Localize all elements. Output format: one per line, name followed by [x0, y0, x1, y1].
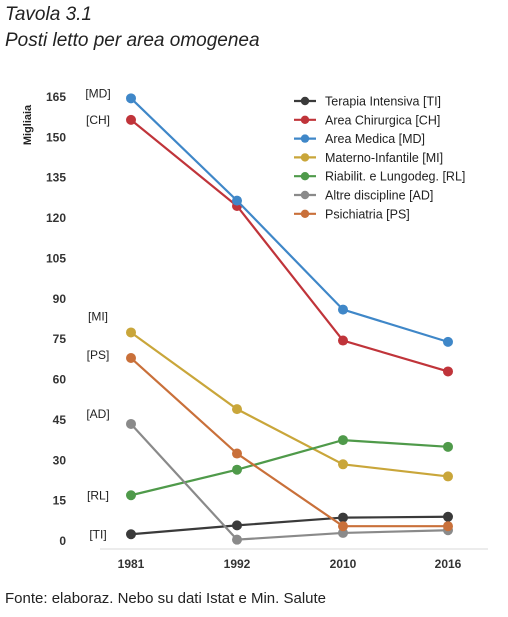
- data-point: [232, 195, 242, 206]
- legend-swatch-marker: [300, 153, 310, 162]
- data-point: [443, 336, 453, 347]
- legend-entry-label: Terapia Intensiva [TI]: [325, 95, 441, 109]
- series-tag-label: [MD]: [85, 86, 110, 100]
- data-point: [126, 114, 136, 125]
- legend-swatch-marker: [300, 115, 310, 125]
- source-note: Fonte: elaboraz. Nebo su dati Istat e Mi…: [5, 590, 327, 607]
- x-tick-label: 2010: [330, 557, 357, 571]
- legend-entry-label: Riabilit. e Lungodeg. [RL]: [325, 170, 465, 184]
- data-point: [443, 471, 453, 482]
- y-axis-label: Migliaia: [22, 104, 34, 145]
- data-point: [338, 335, 348, 346]
- y-tick-label: 165: [46, 90, 66, 104]
- legend-entry-label: Psichiatria [PS]: [325, 207, 410, 221]
- legend-swatch-marker: [300, 134, 310, 143]
- data-point: [232, 448, 242, 459]
- y-tick-label: 0: [59, 534, 66, 548]
- x-tick-label: 2016: [435, 557, 462, 571]
- series-tag-label: [RL]: [87, 488, 109, 502]
- y-tick-label: 15: [53, 494, 67, 508]
- legend-entry-label: Altre discipline [AD]: [325, 189, 433, 203]
- y-tick-label: 30: [53, 453, 67, 467]
- series-line: [130, 357, 448, 528]
- data-point: [338, 512, 348, 523]
- series-line: [130, 515, 449, 536]
- data-point: [232, 404, 242, 415]
- x-tick-label: 1981: [118, 557, 145, 571]
- y-tick-label: 45: [53, 413, 67, 427]
- data-point: [126, 353, 136, 364]
- data-point: [338, 459, 348, 470]
- data-point: [443, 511, 453, 522]
- series-tag-label: [TI]: [89, 527, 106, 541]
- chart-title-number: Tavola 3.1: [5, 4, 92, 25]
- legend-swatch-marker: [300, 190, 310, 200]
- series-tag-label: [CH]: [86, 113, 110, 127]
- data-point: [338, 435, 348, 446]
- series-tag-label: [AD]: [86, 407, 109, 421]
- line-chart: 0 15 30 45 60 75 90 105 120 135 150 165 1981 1992 2010…: [22, 86, 488, 571]
- data-point: [126, 93, 136, 104]
- legend-entry-label: Materno-Infantile [MI]: [325, 151, 443, 165]
- data-point: [126, 418, 136, 429]
- y-tick-label: 150: [46, 130, 66, 144]
- data-point: [126, 529, 136, 540]
- data-point: [443, 366, 453, 377]
- legend-entry-label: Area Medica [MD]: [325, 132, 425, 146]
- series-line: [130, 423, 449, 541]
- series-tag-label: [MI]: [88, 309, 108, 323]
- y-tick-label: 105: [46, 251, 66, 265]
- data-point: [126, 490, 136, 501]
- series-line: [130, 331, 449, 478]
- y-tick-label: 75: [53, 332, 67, 346]
- legend-swatch-marker: [300, 96, 310, 106]
- data-point: [232, 520, 242, 531]
- y-tick-label: 90: [53, 292, 67, 306]
- series-line: [130, 97, 449, 343]
- legend-swatch-marker: [300, 172, 310, 181]
- x-tick-label: 1992: [224, 557, 251, 571]
- chart-title: Posti letto per area omogenea: [5, 30, 260, 51]
- legend-entry-label: Area Chirurgica [CH]: [325, 113, 440, 127]
- series-line: [130, 438, 449, 497]
- data-point: [338, 521, 348, 532]
- data-point: [232, 534, 242, 545]
- data-point: [338, 304, 348, 315]
- y-tick-label: 60: [53, 373, 67, 387]
- legend-swatch-marker: [300, 209, 310, 218]
- data-point: [126, 327, 136, 338]
- y-tick-label: 120: [46, 211, 66, 225]
- series-line: [130, 119, 449, 373]
- data-point: [232, 464, 242, 475]
- data-point: [443, 521, 453, 532]
- series-tag-label: [PS]: [87, 348, 110, 362]
- data-point: [443, 441, 453, 452]
- y-tick-label: 135: [46, 171, 66, 185]
